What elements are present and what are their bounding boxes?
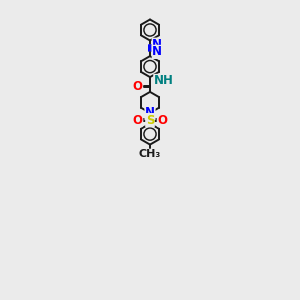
Text: O: O [158, 114, 168, 127]
Text: O: O [132, 80, 142, 93]
Text: N: N [152, 45, 162, 58]
Text: NH: NH [154, 74, 174, 87]
Text: N: N [152, 38, 162, 51]
Text: N: N [145, 106, 155, 119]
Text: CH₃: CH₃ [139, 148, 161, 159]
Text: O: O [132, 114, 142, 127]
Text: S: S [146, 114, 154, 127]
